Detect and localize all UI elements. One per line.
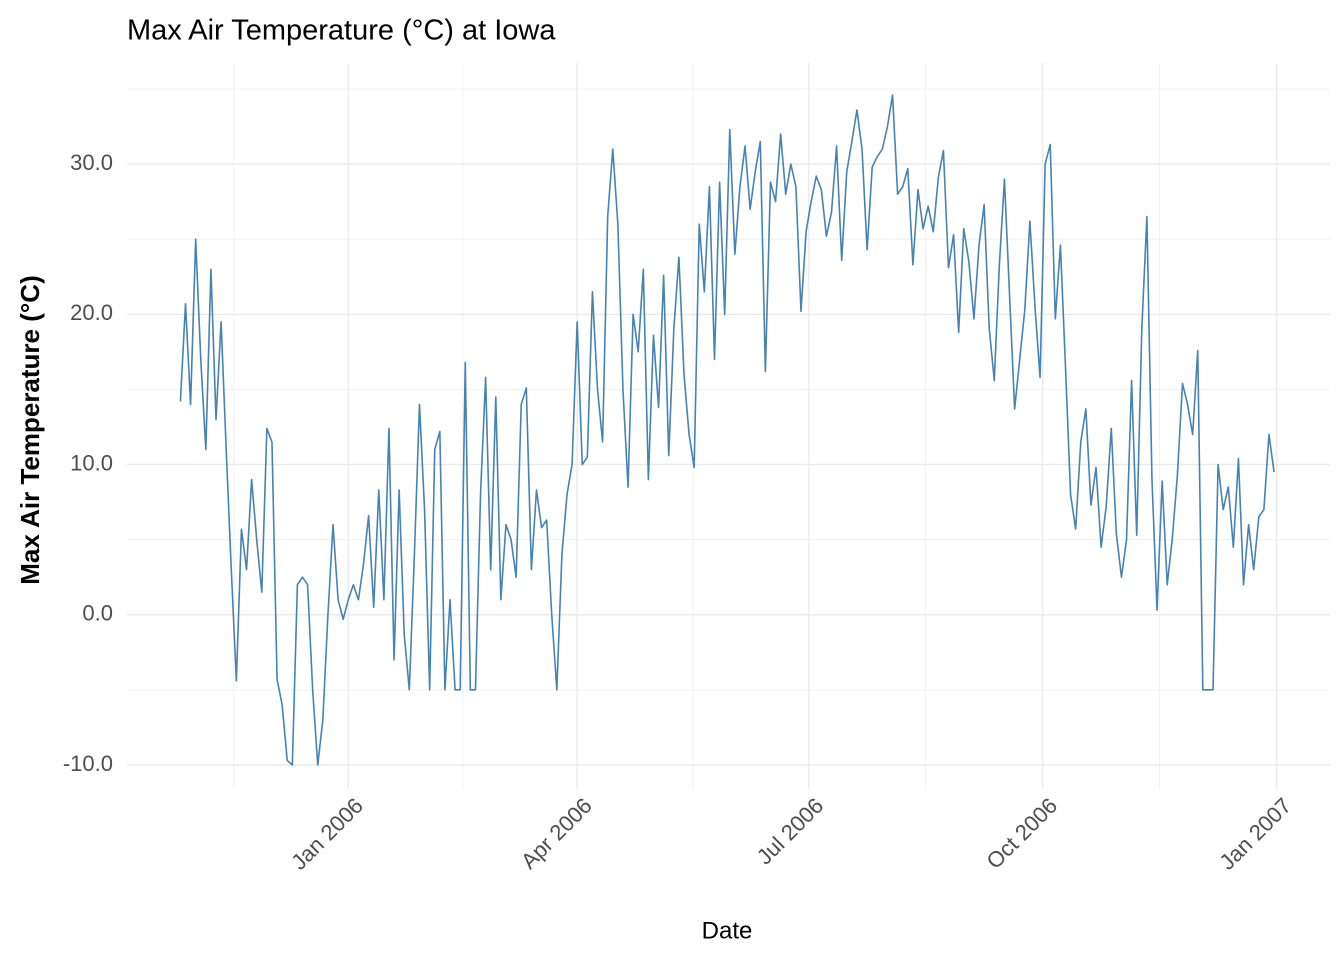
x-tick-label: Jul 2006 <box>752 793 829 870</box>
x-tick-label: Oct 2006 <box>981 793 1062 874</box>
x-axis-label: Date <box>702 917 753 944</box>
y-axis-label: Max Air Temperature (°C) <box>15 275 45 584</box>
y-tick-label: 20.0 <box>70 300 113 325</box>
y-tick-label: 0.0 <box>82 601 113 626</box>
y-tick-label: 10.0 <box>70 450 113 475</box>
y-tick-label: 30.0 <box>70 150 113 175</box>
chart-title: Max Air Temperature (°C) at Iowa <box>127 15 556 47</box>
y-tick-label: -10.0 <box>63 751 113 776</box>
x-tick-label: Jan 2007 <box>1215 793 1297 875</box>
x-tick-label: Jan 2006 <box>286 793 368 875</box>
data-line <box>179 94 1275 766</box>
x-tick-label: Apr 2006 <box>516 793 597 874</box>
